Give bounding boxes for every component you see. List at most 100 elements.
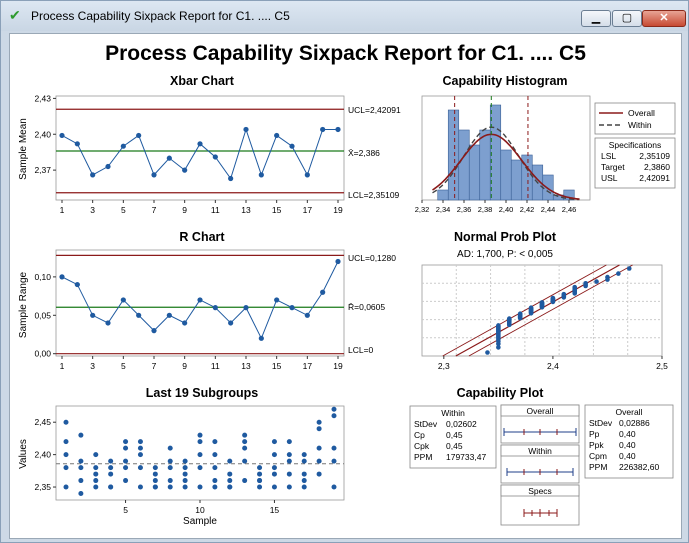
r-ucl-label: UCL=0,1280 bbox=[348, 253, 396, 263]
last-point bbox=[242, 445, 248, 451]
window-title: Process Capability Sixpack Report for C1… bbox=[31, 9, 290, 23]
xbar-point bbox=[289, 143, 295, 149]
last-point bbox=[167, 445, 173, 451]
last-point bbox=[152, 471, 158, 477]
prob-xtick-label: 2,4 bbox=[547, 361, 559, 371]
within-cpk-label: Cpk bbox=[414, 441, 430, 451]
last-point bbox=[227, 471, 233, 477]
prob-point bbox=[572, 284, 578, 290]
overall-ppk-value: 0,40 bbox=[619, 440, 636, 450]
within-ppm-label: PPM bbox=[414, 452, 432, 462]
r-chart-title: R Chart bbox=[179, 230, 225, 244]
prob-point bbox=[583, 280, 588, 286]
last-point bbox=[316, 426, 322, 432]
last-point bbox=[78, 491, 84, 497]
xbar-center-label: X̄=2,386 bbox=[348, 148, 380, 158]
hist-bar bbox=[458, 129, 470, 201]
rchart-point bbox=[74, 281, 80, 288]
prob-plot-title: Normal Prob Plot bbox=[454, 230, 557, 244]
within-curve bbox=[432, 126, 580, 201]
last-point bbox=[331, 406, 337, 412]
rchart-point bbox=[320, 289, 326, 295]
hist-bar bbox=[542, 174, 554, 201]
checkmark-icon: ✔ bbox=[9, 7, 21, 23]
last-point bbox=[78, 465, 84, 471]
r-lcl-label: LCL=0 bbox=[348, 345, 374, 355]
xbar-point bbox=[212, 154, 218, 160]
rchart-xtick-label: 15 bbox=[272, 361, 282, 371]
minimize-button[interactable]: ▁ bbox=[581, 10, 611, 27]
last-point bbox=[167, 484, 173, 490]
overall-ppm-label: PPM bbox=[589, 462, 607, 472]
rchart-xtick-label: 3 bbox=[90, 361, 95, 371]
title-bar[interactable]: ✔ Process Capability Sixpack Report for … bbox=[1, 1, 688, 31]
rchart-xtick-label: 13 bbox=[241, 361, 251, 371]
last-point bbox=[301, 452, 307, 458]
last-point bbox=[123, 478, 129, 484]
last-point bbox=[331, 484, 337, 490]
last-point bbox=[286, 458, 292, 464]
last-point bbox=[242, 432, 248, 438]
hist-bar bbox=[437, 189, 449, 201]
last-point bbox=[93, 478, 99, 484]
last-point bbox=[167, 465, 173, 471]
rchart-point bbox=[258, 335, 264, 341]
rchart-xtick-label: 5 bbox=[121, 361, 126, 371]
hist-bar bbox=[447, 109, 460, 201]
last-point bbox=[197, 484, 203, 490]
last-point bbox=[137, 484, 143, 490]
last-point bbox=[286, 484, 292, 490]
xbar-point bbox=[166, 155, 172, 161]
hist-bar bbox=[500, 149, 512, 201]
overall-stats-table: Overall StDev 0,02886 Pp 0,40 Ppk 0,40 C… bbox=[584, 404, 674, 479]
last-point bbox=[63, 439, 69, 445]
last-point bbox=[301, 471, 307, 477]
xbar-point bbox=[320, 126, 326, 133]
last-point bbox=[316, 445, 322, 451]
last-point bbox=[242, 439, 248, 445]
last-point bbox=[93, 471, 99, 477]
rchart-point bbox=[166, 312, 172, 318]
rchart-ytick-label: 0,10 bbox=[34, 272, 51, 282]
hist-bar bbox=[510, 159, 523, 201]
last-point bbox=[78, 478, 84, 484]
xbar-chart-title: Xbar Chart bbox=[170, 74, 235, 88]
hist-xtick-label: 2,44 bbox=[541, 205, 556, 214]
close-button[interactable]: ✕ bbox=[642, 10, 686, 27]
xbar-point bbox=[105, 163, 111, 170]
last-point bbox=[182, 478, 188, 484]
prob-point bbox=[506, 316, 512, 321]
report-canvas: Process Capability Sixpack Report for C1… bbox=[9, 33, 682, 539]
last-point bbox=[331, 413, 337, 419]
last-point bbox=[93, 452, 99, 458]
last-point bbox=[93, 484, 99, 490]
last-point bbox=[271, 465, 277, 471]
hist-bar bbox=[479, 129, 491, 201]
last-point bbox=[331, 458, 337, 464]
rchart-point bbox=[59, 274, 65, 280]
prob-xtick-label: 2,3 bbox=[438, 361, 450, 371]
within-cp-label: Cp bbox=[414, 430, 425, 440]
within-cpk-value: 0,45 bbox=[446, 441, 463, 451]
last-point bbox=[182, 465, 188, 471]
rchart-point bbox=[182, 320, 188, 326]
spec-target-label: Target bbox=[601, 162, 625, 172]
hist-xtick-label: 2,36 bbox=[457, 205, 472, 214]
rchart-ytick-label: 0,05 bbox=[34, 310, 51, 320]
overall-pp-value: 0,40 bbox=[619, 429, 636, 439]
mini-overall-label: Overall bbox=[527, 406, 554, 416]
prob-ci-upper bbox=[442, 264, 607, 357]
rchart-point bbox=[120, 297, 126, 303]
r-center-label: R̄=0,0605 bbox=[348, 302, 385, 312]
last-point bbox=[212, 452, 218, 458]
mini-specs-label: Specs bbox=[528, 486, 552, 496]
maximize-icon: ▢ bbox=[621, 12, 633, 24]
last-point bbox=[212, 465, 218, 471]
last-point bbox=[137, 439, 143, 445]
spec-target-value: 2,3860 bbox=[644, 162, 670, 172]
within-ppm-value: 179733,47 bbox=[446, 452, 486, 462]
overall-stdev-value: 0,02886 bbox=[619, 418, 650, 428]
last-point bbox=[301, 458, 307, 464]
last-point bbox=[271, 484, 277, 490]
maximize-button[interactable]: ▢ bbox=[612, 10, 642, 27]
